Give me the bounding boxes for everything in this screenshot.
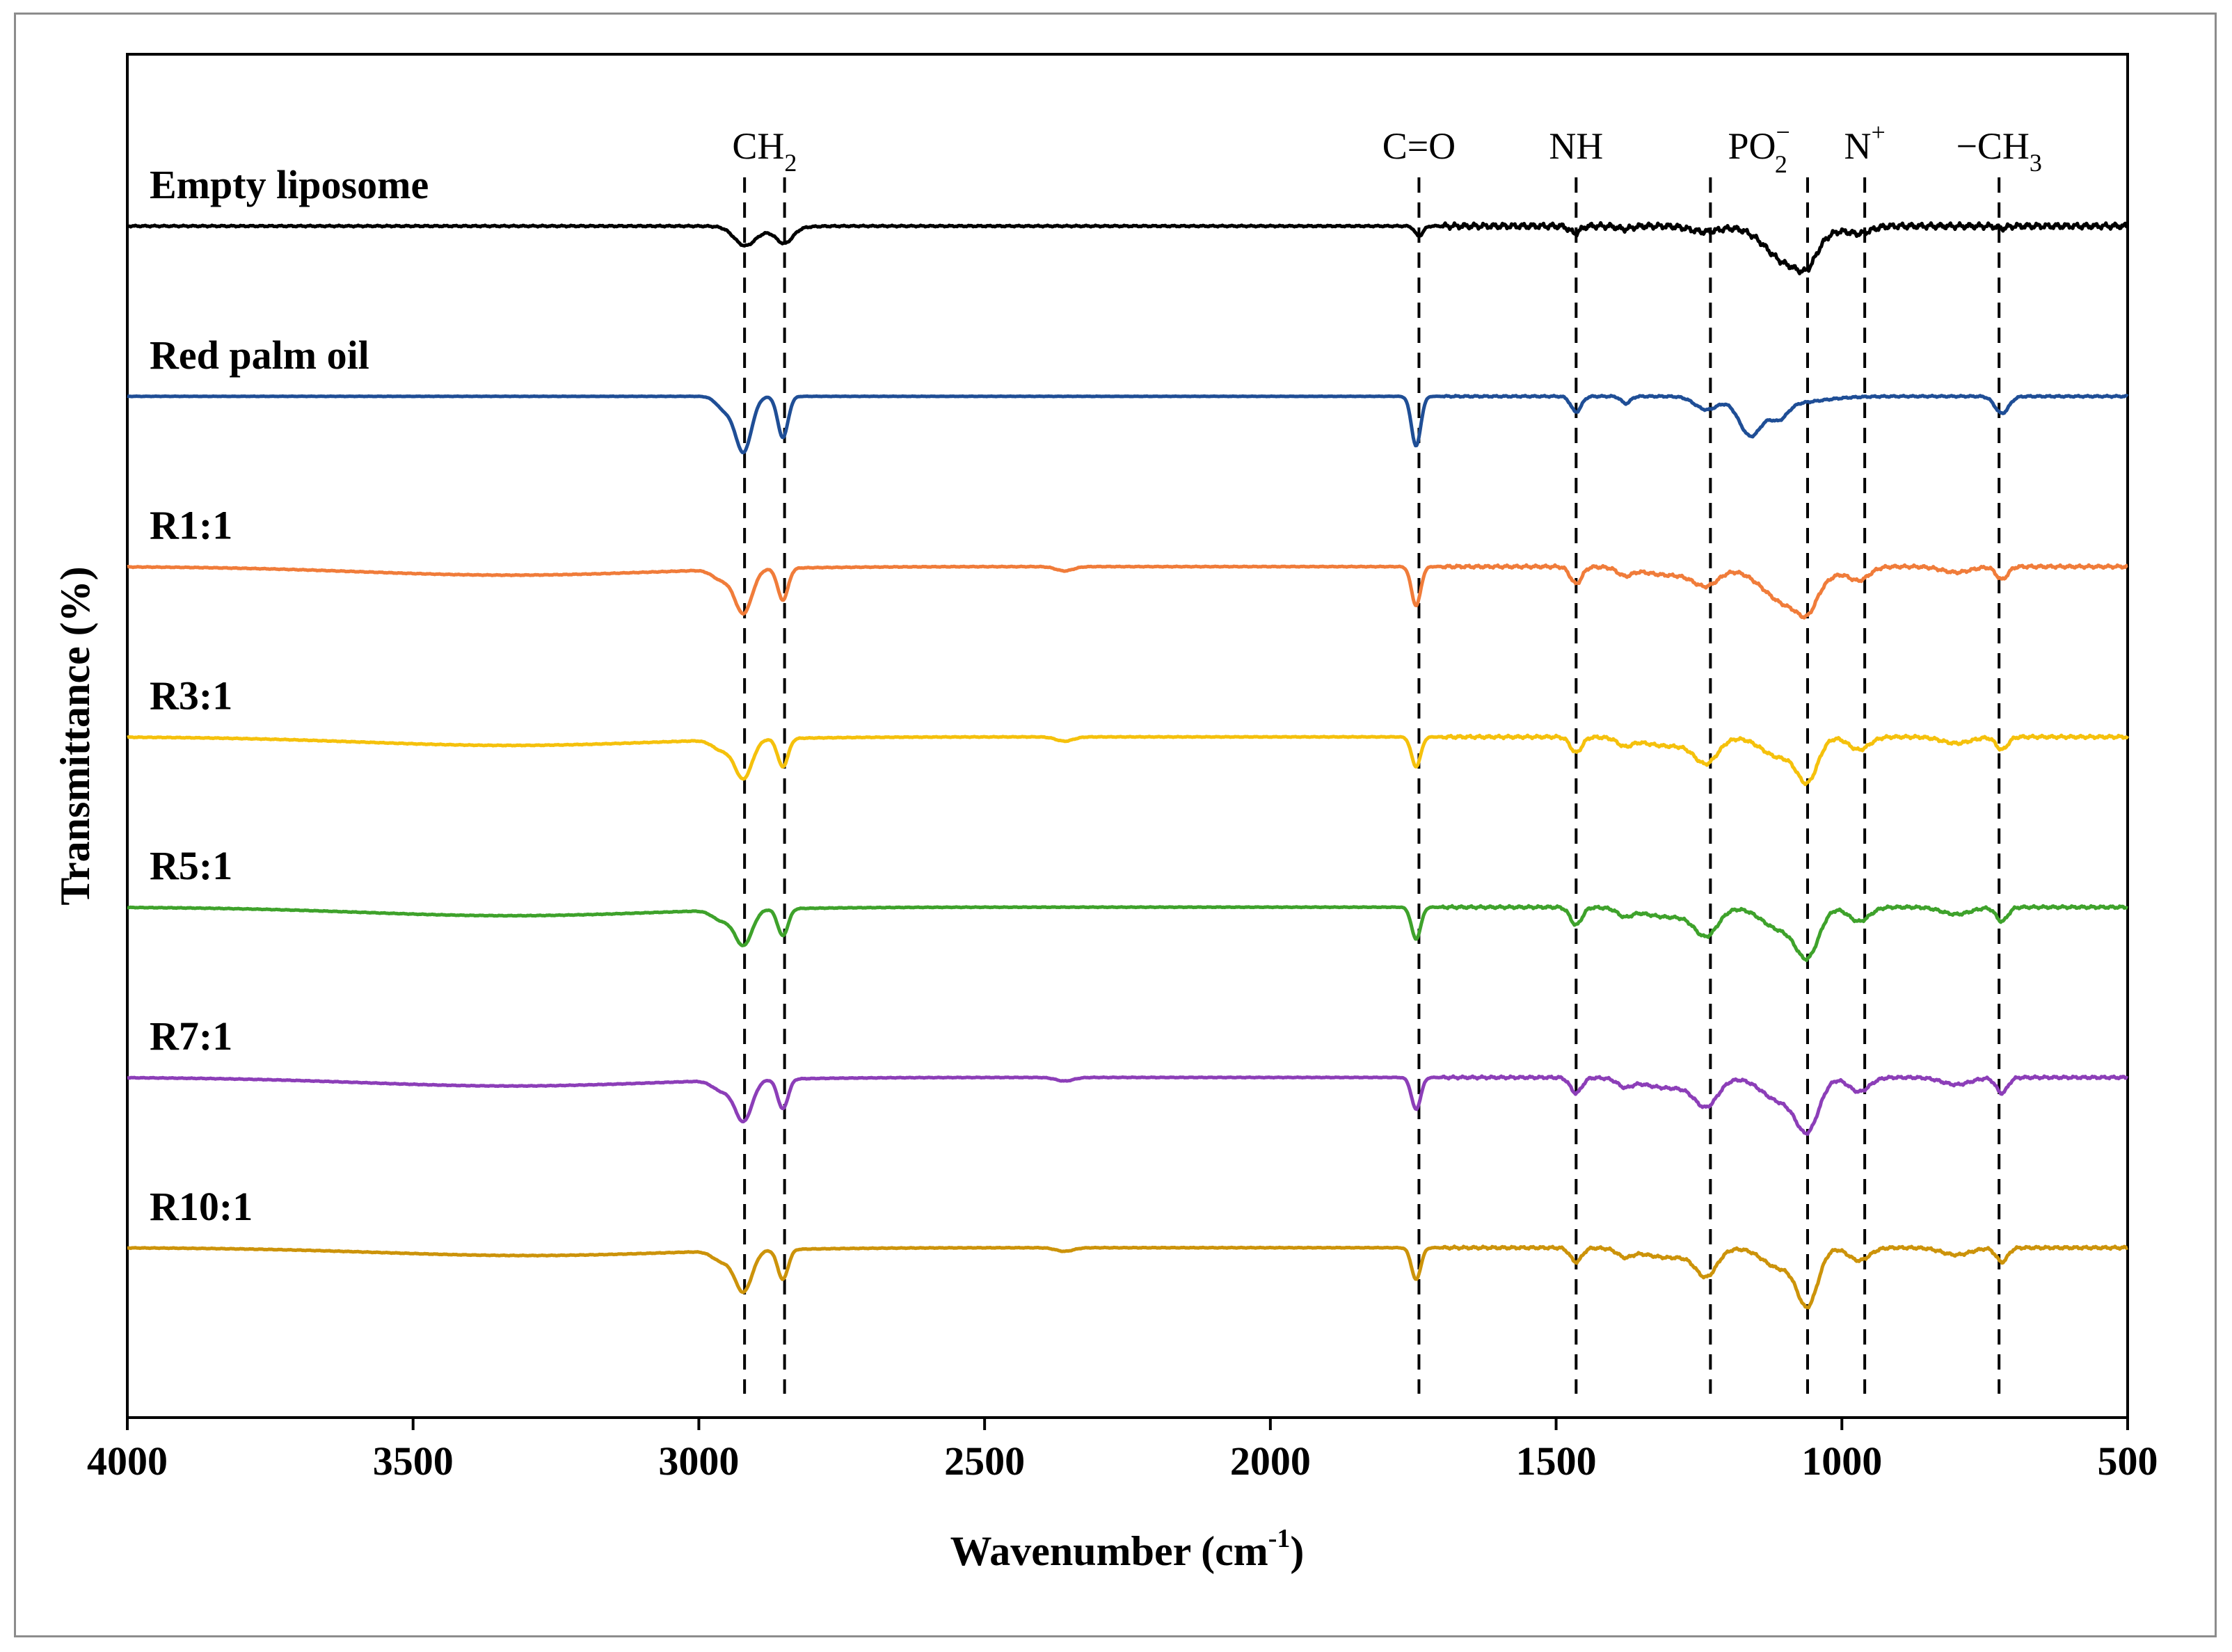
series-label-4: R5:1 bbox=[150, 843, 232, 888]
x-axis-title-sup: -1 bbox=[1268, 1524, 1291, 1553]
annotation-nplus-sup: + bbox=[1871, 118, 1885, 146]
x-tick-label-1000: 1000 bbox=[1801, 1438, 1882, 1484]
x-tick-label-2000: 2000 bbox=[1230, 1438, 1311, 1484]
series-line-6 bbox=[127, 1244, 2128, 1310]
annotation-po2: PO− 2 bbox=[1728, 118, 1790, 178]
annotation-ch2-sub: 2 bbox=[784, 149, 797, 177]
series-line-0 bbox=[127, 220, 2129, 275]
annotation-ch2: CH2 bbox=[732, 125, 797, 177]
series-line-1 bbox=[127, 394, 2129, 455]
annotation-nplus-label: N bbox=[1844, 125, 1871, 167]
series-line-5 bbox=[127, 1074, 2129, 1136]
series-line-4 bbox=[127, 904, 2128, 963]
x-tick-label-1500: 1500 bbox=[1516, 1438, 1597, 1484]
annotation-co-label: C=O bbox=[1382, 125, 1456, 167]
x-tick-label-4000: 4000 bbox=[87, 1438, 168, 1484]
x-tick-label-3000: 3000 bbox=[658, 1438, 739, 1484]
annotation-ch3: −CH3 bbox=[1956, 125, 2041, 177]
series-label-0: Empty liposome bbox=[150, 162, 429, 207]
series-labels: Empty liposome Red palm oil R1:1 R3:1 R5:1 R7… bbox=[150, 162, 429, 1229]
series-label-5: R7:1 bbox=[150, 1013, 232, 1059]
x-tick-label-2500: 2500 bbox=[944, 1438, 1025, 1484]
series-label-3: R3:1 bbox=[150, 673, 232, 718]
x-axis: 4000 3500 3000 2500 2000 1500 1000 500 bbox=[87, 1418, 2158, 1484]
annotation-po2-sub: 2 bbox=[1775, 150, 1787, 178]
series-label-1: Red palm oil bbox=[150, 332, 369, 378]
reference-lines bbox=[743, 177, 2001, 1394]
annotation-co: C=O bbox=[1382, 125, 1456, 167]
series-line-2 bbox=[127, 563, 2128, 620]
annotation-po2-sup: − bbox=[1776, 118, 1790, 146]
y-axis-title: Transmittance (%) bbox=[52, 566, 98, 905]
series-label-6: R10:1 bbox=[150, 1184, 253, 1229]
annotation-nh-label: NH bbox=[1549, 125, 1603, 167]
annotation-po2-label: PO bbox=[1728, 125, 1776, 167]
x-axis-title-close: ) bbox=[1290, 1528, 1304, 1574]
annotation-nplus: N+ bbox=[1844, 118, 1885, 167]
series-line-3 bbox=[127, 733, 2130, 787]
figure-frame bbox=[14, 13, 2217, 1637]
annotation-ch3-sub: 3 bbox=[2030, 149, 2042, 177]
series-group bbox=[127, 220, 2130, 1310]
group-annotations: CH2 C=O NH PO− 2 N+ −CH3 bbox=[732, 118, 2042, 178]
series-label-2: R1:1 bbox=[150, 503, 232, 548]
x-axis-title-main: Wavenumber (cm bbox=[950, 1528, 1268, 1574]
x-tick-label-500: 500 bbox=[2098, 1438, 2158, 1484]
annotation-nh: NH bbox=[1549, 125, 1603, 167]
x-tick-label-3500: 3500 bbox=[373, 1438, 454, 1484]
annotation-ch3-label: −CH bbox=[1956, 125, 2029, 167]
annotation-ch2-label: CH bbox=[732, 125, 784, 167]
x-axis-title: Wavenumber (cm-1) bbox=[950, 1524, 1305, 1574]
